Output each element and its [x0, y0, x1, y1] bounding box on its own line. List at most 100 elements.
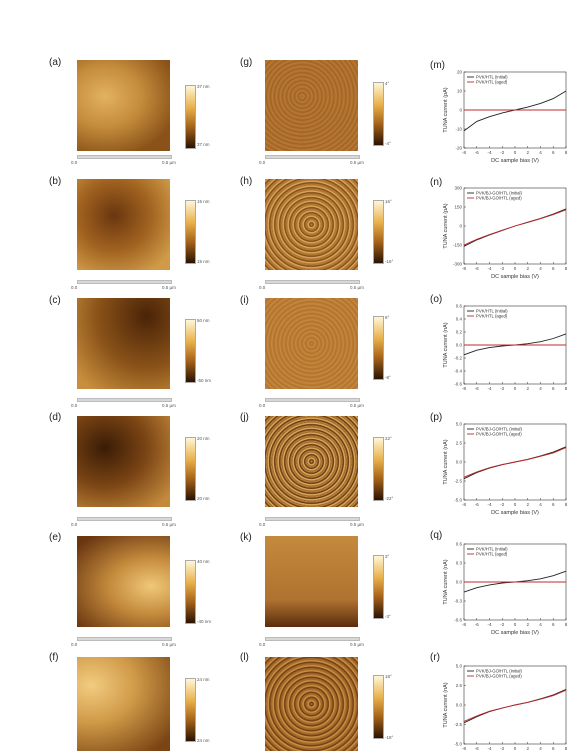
label-d: (d)	[49, 412, 62, 423]
label-h: (h)	[240, 176, 253, 187]
label-p: (p)	[430, 412, 443, 423]
y-axis-label: TUNA current (nA)	[443, 322, 449, 367]
x-axis-label: DC sample bias (V)	[491, 510, 539, 516]
height-scale-top-f: 24 nm	[197, 677, 210, 682]
x-tick-label: -2	[500, 386, 504, 391]
legend-entry: PVK/HTL (initial)	[476, 75, 508, 80]
scalebar-end-d: 0.5 µm	[162, 522, 176, 527]
series-line-aged	[463, 447, 567, 478]
y-tick-label: 0.0	[456, 580, 463, 585]
phase-scale-top-h: 16°	[385, 199, 392, 204]
x-tick-label: -8	[462, 266, 466, 271]
y-tick-label: 300	[454, 186, 462, 191]
x-tick-label: 0	[514, 386, 517, 391]
phase-colorbar-j	[373, 437, 384, 501]
y-tick-label: 5.0	[456, 422, 463, 427]
x-tick-label: 8	[565, 622, 568, 627]
y-tick-label: 5.0	[456, 664, 463, 669]
phase-scale-top-g: 4°	[385, 81, 390, 86]
afm-height-image-c	[77, 298, 170, 389]
x-tick-label: 0	[514, 266, 517, 271]
scalebar-end-b: 0.5 µm	[162, 285, 176, 290]
x-tick-label: -4	[487, 502, 491, 507]
x-tick-label: 2	[526, 266, 529, 271]
legend-entry: PVK/BJ-GO/HTL (aged)	[476, 674, 522, 679]
scalebar-end-c: 0.5 µm	[162, 403, 176, 408]
x-tick-label: -4	[487, 622, 491, 627]
phase-colorbar-k	[373, 555, 384, 619]
y-tick-label: -300	[453, 262, 463, 267]
tuna-iv-plot-q: -8 -6 -4 -2 0 2 4 6 8 0.6 0.3 0.0 -0.3 -0.6 DC sample …	[443, 542, 568, 637]
x-tick-label: 2	[526, 502, 529, 507]
afm-phase-image-l	[265, 657, 358, 751]
x-tick-label: 6	[552, 386, 555, 391]
y-tick-label: -150	[453, 243, 463, 248]
height-colorbar-f	[185, 678, 196, 742]
scalebar-start-d: 0.0	[71, 522, 78, 527]
label-a: (a)	[49, 57, 62, 68]
y-tick-label: 0.0	[456, 703, 463, 708]
phase-colorbar-i	[373, 316, 384, 380]
tuna-iv-plot-n: -8 -6 -4 -2 0 2 4 6 8 300 150 0 -150 -300 DC sample bi…	[443, 186, 568, 281]
y-tick-label: 0.6	[456, 304, 463, 309]
legend-entry: PVK/HTL (aged)	[476, 314, 508, 319]
scalebar-start-k: 0.0	[259, 642, 266, 647]
phase-colorbar-g	[373, 82, 384, 146]
x-tick-label: -4	[487, 266, 491, 271]
x-tick-label: -4	[487, 386, 491, 391]
x-tick-label: -2	[500, 622, 504, 627]
height-scale-bottom-d: 20 nm	[197, 496, 210, 501]
phase-scale-bottom-j: -22°	[385, 496, 394, 501]
height-colorbar-c	[185, 319, 196, 383]
scalebar-end-j: 0.5 µm	[350, 522, 364, 527]
y-tick-label: -10	[455, 127, 462, 132]
legend-entry: PVK/BJ-GO/HTL (initial)	[476, 191, 522, 196]
x-tick-label: -8	[462, 502, 466, 507]
scalebar-i	[265, 398, 360, 402]
afm-height-image-f	[77, 657, 170, 751]
series-line-initial	[463, 688, 567, 724]
scalebar-k	[265, 637, 360, 641]
afm-phase-image-j	[265, 416, 358, 507]
y-axis-label: TUNA current (pA)	[443, 203, 449, 248]
height-scale-bottom-e: -40 nm	[197, 619, 212, 624]
phase-scale-bottom-h: -16°	[385, 259, 394, 264]
height-colorbar-b	[185, 200, 196, 264]
label-o: (o)	[430, 294, 443, 305]
legend-entry: PVK/BJ-GO/HTL (initial)	[476, 427, 522, 432]
legend-entry: PVK/HTL (aged)	[476, 80, 508, 85]
scalebar-h	[265, 280, 360, 284]
label-n: (n)	[430, 177, 443, 188]
y-tick-label: 2.5	[456, 441, 463, 446]
legend-entry: PVK/HTL (aged)	[476, 552, 508, 557]
label-i: (i)	[240, 295, 249, 306]
scalebar-a	[77, 155, 172, 159]
tuna-iv-plot-r: -8 -6 -4 -2 0 2 4 6 8 5.0 2.5 0.0 -2.5 -5.0 TUNA curre…	[443, 664, 568, 752]
scalebar-j	[265, 517, 360, 521]
x-tick-label: 0	[514, 502, 517, 507]
label-b: (b)	[49, 176, 62, 187]
x-tick-label: -6	[475, 746, 479, 751]
y-axis-label: TUNA current (nA)	[443, 439, 449, 484]
scalebar-start-c: 0.0	[71, 403, 78, 408]
x-tick-label: -8	[462, 150, 466, 155]
y-axis-label: TUNA current (pA)	[443, 87, 449, 132]
x-tick-label: 8	[565, 150, 568, 155]
phase-scale-top-l: 18°	[385, 674, 392, 679]
scalebar-start-g: 0.0	[259, 160, 266, 165]
scalebar-d	[77, 517, 172, 521]
x-tick-label: 8	[565, 502, 568, 507]
x-tick-label: -6	[475, 502, 479, 507]
x-tick-label: -8	[462, 622, 466, 627]
afm-height-image-d	[77, 416, 170, 507]
scalebar-end-e: 0.5 µm	[162, 642, 176, 647]
y-tick-label: 10	[457, 89, 463, 94]
scalebar-end-i: 0.5 µm	[350, 403, 364, 408]
label-j: (j)	[240, 412, 249, 423]
x-tick-label: 8	[565, 266, 568, 271]
series-line-initial	[463, 90, 567, 132]
y-tick-label: 0	[459, 108, 462, 113]
height-colorbar-a	[185, 85, 196, 149]
scalebar-start-e: 0.0	[71, 642, 78, 647]
scalebar-start-b: 0.0	[71, 285, 78, 290]
